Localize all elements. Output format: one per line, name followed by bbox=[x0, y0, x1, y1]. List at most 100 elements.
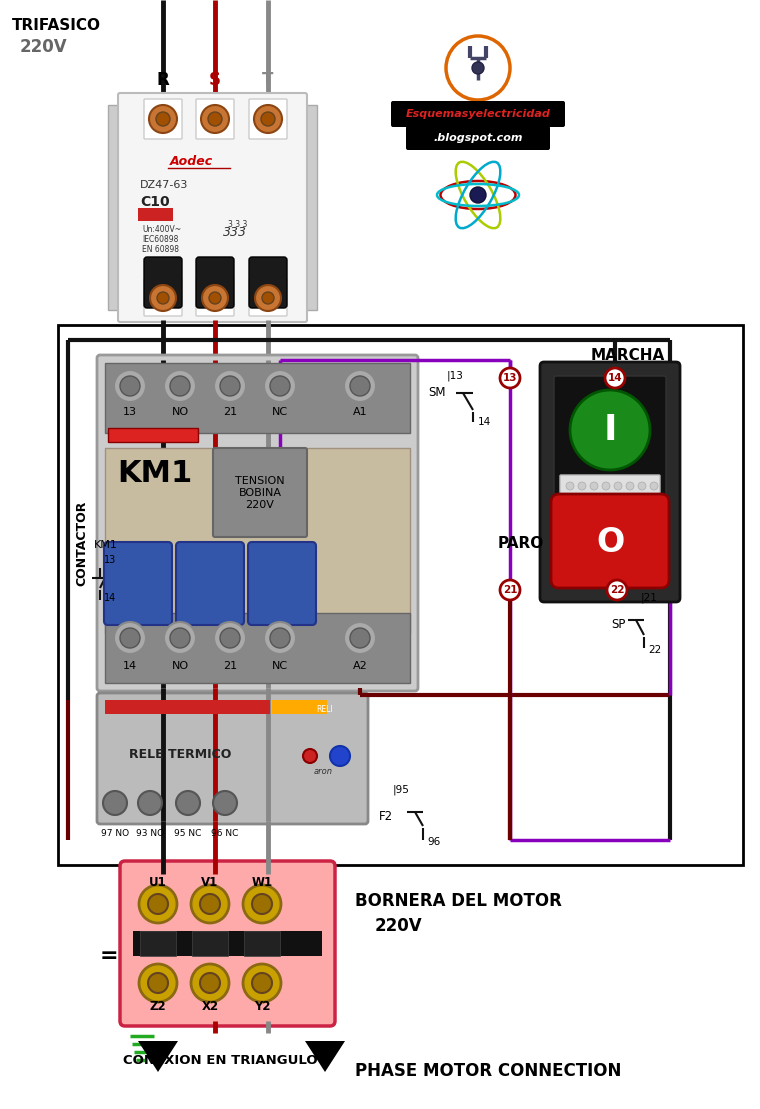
Text: 21: 21 bbox=[503, 586, 518, 596]
Text: U1: U1 bbox=[149, 875, 167, 888]
Polygon shape bbox=[138, 1041, 178, 1072]
Text: 96: 96 bbox=[427, 837, 440, 847]
Text: Esquemasyelectricidad: Esquemasyelectricidad bbox=[406, 109, 550, 119]
Text: 97 NO: 97 NO bbox=[101, 828, 129, 837]
Text: CONEXION EN TRIANGULO: CONEXION EN TRIANGULO bbox=[122, 1055, 318, 1068]
Text: F2: F2 bbox=[379, 811, 393, 824]
FancyBboxPatch shape bbox=[248, 542, 316, 625]
Circle shape bbox=[350, 628, 370, 648]
Text: A1: A1 bbox=[353, 407, 367, 417]
FancyBboxPatch shape bbox=[303, 105, 317, 311]
Circle shape bbox=[200, 894, 220, 914]
Text: O: O bbox=[596, 527, 624, 560]
Circle shape bbox=[149, 105, 177, 133]
Text: 22: 22 bbox=[648, 645, 661, 655]
Circle shape bbox=[626, 482, 634, 490]
Circle shape bbox=[602, 482, 610, 490]
Circle shape bbox=[114, 370, 146, 401]
Text: S: S bbox=[209, 71, 221, 89]
Text: NC: NC bbox=[272, 407, 288, 417]
Circle shape bbox=[157, 292, 169, 304]
Circle shape bbox=[252, 894, 272, 914]
Circle shape bbox=[472, 62, 484, 74]
Text: T: T bbox=[262, 71, 274, 89]
Text: CONTACTOR: CONTACTOR bbox=[75, 500, 88, 586]
Text: 14: 14 bbox=[123, 661, 137, 671]
Circle shape bbox=[255, 285, 281, 311]
FancyBboxPatch shape bbox=[540, 362, 680, 602]
Circle shape bbox=[243, 964, 281, 1003]
Text: SM: SM bbox=[429, 387, 446, 399]
Text: |21: |21 bbox=[641, 592, 658, 603]
Text: SP: SP bbox=[612, 619, 626, 631]
Circle shape bbox=[170, 376, 190, 396]
Text: EN 60898: EN 60898 bbox=[142, 245, 179, 254]
Text: 14: 14 bbox=[608, 373, 622, 383]
FancyBboxPatch shape bbox=[104, 542, 172, 625]
Bar bbox=[108, 428, 198, 442]
Circle shape bbox=[566, 482, 574, 490]
Circle shape bbox=[570, 390, 650, 470]
Circle shape bbox=[191, 885, 229, 923]
Circle shape bbox=[264, 622, 296, 654]
Text: 93 NO: 93 NO bbox=[136, 828, 164, 837]
Bar bbox=[133, 930, 322, 956]
FancyBboxPatch shape bbox=[249, 257, 287, 308]
Circle shape bbox=[120, 376, 140, 396]
Circle shape bbox=[201, 105, 229, 133]
Circle shape bbox=[252, 973, 272, 993]
Circle shape bbox=[156, 112, 170, 126]
Text: DZ47-63: DZ47-63 bbox=[140, 180, 188, 190]
Text: |95: |95 bbox=[393, 785, 410, 795]
FancyBboxPatch shape bbox=[406, 126, 550, 150]
Text: TENSION
BOBINA
220V: TENSION BOBINA 220V bbox=[235, 477, 285, 510]
Text: 220V: 220V bbox=[20, 38, 68, 55]
Text: V1: V1 bbox=[201, 875, 219, 888]
Text: R: R bbox=[157, 71, 169, 89]
FancyBboxPatch shape bbox=[391, 101, 565, 128]
Text: 22: 22 bbox=[610, 586, 624, 596]
Text: KM1: KM1 bbox=[94, 540, 118, 550]
Circle shape bbox=[208, 112, 222, 126]
FancyBboxPatch shape bbox=[120, 861, 335, 1026]
Text: I: I bbox=[603, 413, 617, 447]
Circle shape bbox=[209, 292, 221, 304]
Text: PARO: PARO bbox=[498, 536, 544, 550]
Circle shape bbox=[139, 885, 177, 923]
Circle shape bbox=[103, 791, 127, 815]
Text: 13: 13 bbox=[123, 407, 137, 417]
Circle shape bbox=[148, 894, 168, 914]
Circle shape bbox=[303, 749, 317, 763]
Circle shape bbox=[638, 482, 646, 490]
Circle shape bbox=[139, 964, 177, 1003]
Circle shape bbox=[270, 376, 290, 396]
Circle shape bbox=[200, 973, 220, 993]
Text: NO: NO bbox=[172, 407, 188, 417]
Circle shape bbox=[264, 370, 296, 401]
Bar bbox=[105, 613, 410, 683]
Text: 96 NC: 96 NC bbox=[211, 828, 239, 837]
FancyBboxPatch shape bbox=[144, 279, 182, 316]
Circle shape bbox=[214, 622, 246, 654]
Text: 13: 13 bbox=[503, 373, 518, 383]
Circle shape bbox=[607, 580, 627, 600]
FancyBboxPatch shape bbox=[560, 475, 660, 497]
Text: RELI: RELI bbox=[317, 705, 334, 714]
Text: 95 NC: 95 NC bbox=[174, 828, 201, 837]
Circle shape bbox=[148, 973, 168, 993]
Circle shape bbox=[176, 791, 200, 815]
Text: =: = bbox=[100, 946, 119, 966]
Circle shape bbox=[213, 791, 237, 815]
Bar bbox=[244, 930, 280, 956]
Circle shape bbox=[164, 370, 196, 401]
Circle shape bbox=[262, 292, 274, 304]
Circle shape bbox=[114, 622, 146, 654]
Circle shape bbox=[254, 105, 282, 133]
Circle shape bbox=[150, 285, 176, 311]
FancyBboxPatch shape bbox=[97, 355, 418, 691]
FancyBboxPatch shape bbox=[144, 257, 182, 308]
Bar bbox=[105, 448, 410, 633]
Circle shape bbox=[344, 370, 376, 401]
Bar bbox=[105, 700, 270, 714]
Text: Y2: Y2 bbox=[254, 999, 271, 1013]
